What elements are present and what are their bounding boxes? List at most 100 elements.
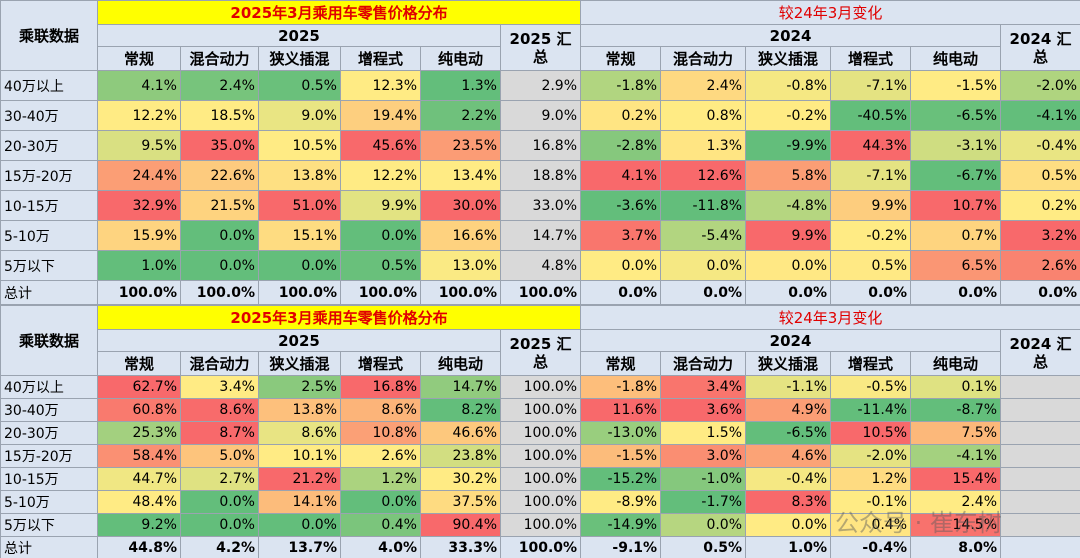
column-header: 纯电动 <box>420 351 501 376</box>
cell: 0.8% <box>660 100 747 131</box>
data-row: 5-10万 15.9% 0.0% 15.1% 0.0% 16.6% 14.7% 3.7% -5.… <box>0 220 1080 251</box>
cell: 100.0% <box>499 513 582 537</box>
cell: -13.0% <box>580 421 662 445</box>
cell: 30.2% <box>420 467 501 491</box>
cell: 37.5% <box>420 490 501 514</box>
cell: 12.2% <box>97 100 181 131</box>
group-row: 2025 2025 汇总 2024 2024 汇总 <box>1 24 1080 71</box>
data-row: 20-30万 25.3% 8.7% 8.6% 10.8% 46.6% 100.0% -13.0… <box>0 421 1080 445</box>
column-header: 狭义插混 <box>745 351 832 376</box>
data-row: 5-10万 48.4% 0.0% 14.1% 0.0% 37.5% 100.0% -8.9% -… <box>0 490 1080 514</box>
total-cell: 0.0% <box>580 280 662 305</box>
cell: 13.0% <box>420 250 501 281</box>
cell: 0.5% <box>1000 160 1080 191</box>
cell: -8.9% <box>580 490 662 514</box>
row-label: 20-30万 <box>0 421 98 445</box>
column-header: 混合动力 <box>180 351 259 376</box>
cell: 0.5% <box>258 70 341 101</box>
cell: 0.0% <box>180 513 259 537</box>
data-row: 15万-20万 58.4% 5.0% 10.1% 2.6% 23.8% 100.0% -1.5… <box>0 444 1080 468</box>
cell: 0.0% <box>580 250 662 281</box>
cell: 46.6% <box>420 421 501 445</box>
cell: -6.5% <box>745 421 832 445</box>
column-header-row: 常规 混合动力 狭义插混 增程式 纯电动 常规 混合动力 狭义插混 增程式 纯电动 <box>1 351 1080 376</box>
cell: 9.0% <box>499 100 582 131</box>
cell: 13.8% <box>258 398 341 422</box>
cell: 8.7% <box>180 421 259 445</box>
cell: -2.0% <box>830 444 912 468</box>
cell: -0.8% <box>745 70 832 101</box>
column-header: 狭义插混 <box>745 46 832 71</box>
cell: -1.8% <box>580 70 662 101</box>
cell: 44.3% <box>830 130 912 161</box>
cell: 0.0% <box>745 250 832 281</box>
cell: 32.9% <box>97 190 181 221</box>
cell: 9.9% <box>745 220 832 251</box>
cell: 2.4% <box>660 70 747 101</box>
cell: 2.7% <box>180 467 259 491</box>
cell: -7.1% <box>830 160 912 191</box>
cell: 9.0% <box>258 100 341 131</box>
column-header: 增程式 <box>830 46 912 71</box>
column-header: 混合动力 <box>660 46 747 71</box>
cell: 21.5% <box>180 190 259 221</box>
cell: 0.0% <box>660 250 747 281</box>
cell: 0.4% <box>830 513 912 537</box>
row-label: 30-40万 <box>0 398 98 422</box>
cell: 60.8% <box>97 398 181 422</box>
cell: -15.2% <box>580 467 662 491</box>
cell: 23.5% <box>420 130 501 161</box>
cell: 10.1% <box>258 444 341 468</box>
cell: 18.5% <box>180 100 259 131</box>
cell: -0.1% <box>830 490 912 514</box>
cell: -4.1% <box>1000 100 1080 131</box>
cell: 7.5% <box>910 421 1002 445</box>
cell: 3.4% <box>660 375 747 399</box>
cell: 21.2% <box>258 467 341 491</box>
total-cell: 0.0% <box>660 280 747 305</box>
cell: 0.0% <box>340 220 421 251</box>
cell: 51.0% <box>258 190 341 221</box>
cell: 100.0% <box>499 467 582 491</box>
cell: -1.7% <box>660 490 747 514</box>
cell: 1.3% <box>660 130 747 161</box>
cell: 1.5% <box>660 421 747 445</box>
cell: 1.3% <box>420 70 501 101</box>
column-header: 增程式 <box>830 351 912 376</box>
row-label: 总计 <box>0 536 98 558</box>
data-row: 40万以上 62.7% 3.4% 2.5% 16.8% 14.7% 100.0% -1.8% 3… <box>0 375 1080 399</box>
cell: 22.6% <box>180 160 259 191</box>
column-header: 纯电动 <box>910 351 1002 376</box>
cell: 6.5% <box>910 250 1002 281</box>
watermark: 公众号 · 崔东树 <box>835 509 1002 537</box>
cell: 4.9% <box>745 398 832 422</box>
summary-right: 2024 汇总 <box>1000 329 1080 376</box>
cell: 3.2% <box>1000 220 1080 251</box>
column-header: 增程式 <box>340 351 421 376</box>
cell: -0.2% <box>745 100 832 131</box>
cell: 0.7% <box>910 220 1002 251</box>
column-header: 混合动力 <box>660 351 747 376</box>
cell: 25.3% <box>97 421 181 445</box>
cell: -4.8% <box>745 190 832 221</box>
cell: 4.6% <box>745 444 832 468</box>
cell: 35.0% <box>180 130 259 161</box>
column-header: 常规 <box>580 351 662 376</box>
total-cell: 100.0% <box>180 280 259 305</box>
cell: -6.5% <box>910 100 1002 131</box>
cell <box>1000 467 1080 491</box>
total-cell: 100.0% <box>340 280 421 305</box>
cell: -0.5% <box>830 375 912 399</box>
cell: 15.9% <box>97 220 181 251</box>
cell: 0.5% <box>830 250 912 281</box>
cell: 9.2% <box>97 513 181 537</box>
cell: -14.9% <box>580 513 662 537</box>
group-right: 2024 <box>580 24 1002 47</box>
total-cell: 100.0% <box>420 280 501 305</box>
column-header: 纯电动 <box>420 46 501 71</box>
cell: 2.5% <box>258 375 341 399</box>
row-label: 5-10万 <box>0 220 98 251</box>
data-row: 5万以下 9.2% 0.0% 0.0% 0.4% 90.4% 100.0% -14.9% 0.0… <box>0 513 1080 537</box>
cell: 2.6% <box>340 444 421 468</box>
